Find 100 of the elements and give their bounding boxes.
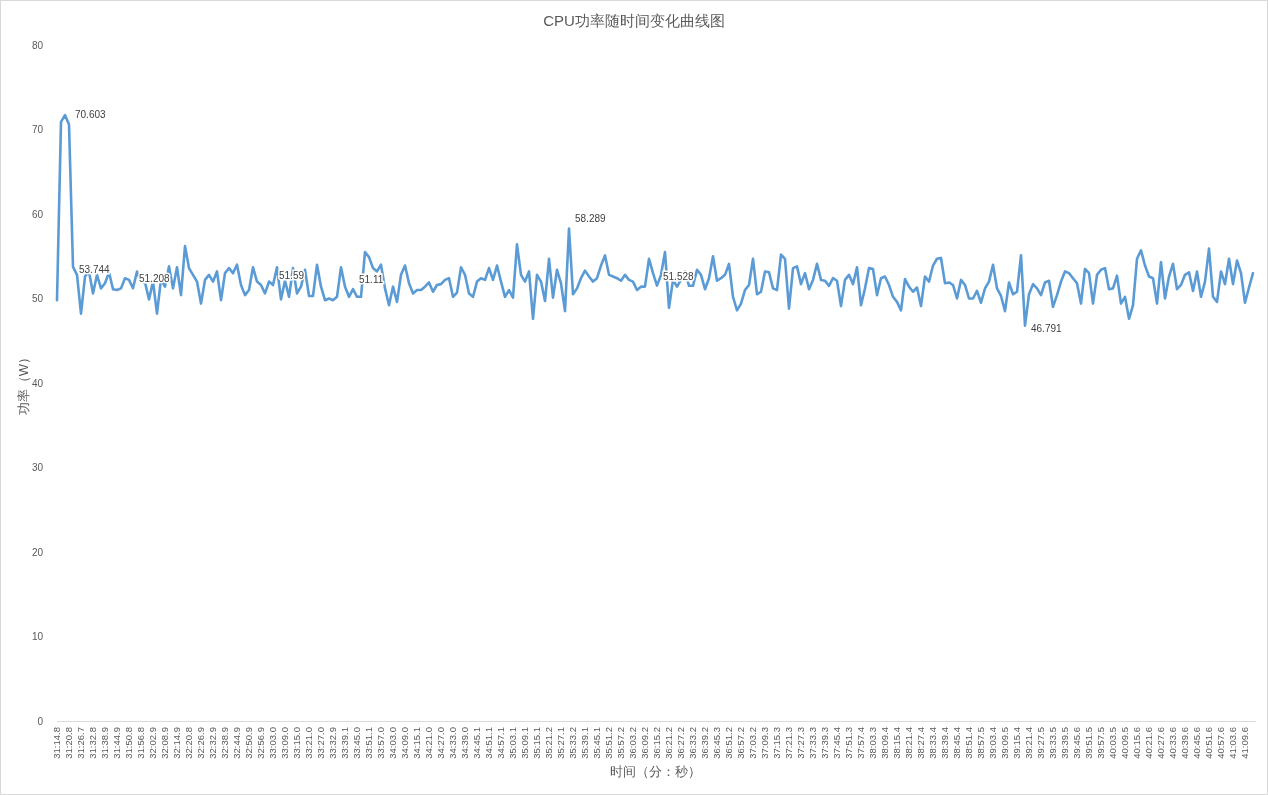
x-tick-label: 32:02.9 (147, 727, 159, 759)
data-label: 53.744 (79, 263, 111, 275)
x-tick-label: 31:20.8 (63, 727, 75, 759)
x-tick-label: 36:27.2 (675, 727, 687, 759)
x-tick-label: 36:21.2 (663, 727, 675, 759)
x-tick-label: 38:27.4 (915, 727, 927, 759)
x-tick-label: 32:50.9 (243, 727, 255, 759)
x-tick-label: 35:45.1 (591, 727, 603, 759)
x-tick-label: 38:57.5 (975, 727, 987, 759)
x-tick-label: 35:39.1 (579, 727, 591, 759)
y-tick-label: 80 (31, 39, 44, 51)
x-tick-label: 33:51.1 (363, 727, 375, 759)
x-tick-label: 38:21.4 (903, 727, 915, 759)
x-tick-label: 32:20.8 (183, 727, 195, 759)
x-tick-label: 36:57.2 (735, 727, 747, 759)
x-axis-title: 时间（分：秒） (609, 764, 701, 779)
x-tick-label: 40:15.6 (1131, 727, 1143, 759)
x-tick-label: 33:09.0 (279, 727, 291, 759)
x-tick-label: 40:45.6 (1191, 727, 1203, 759)
x-tick-label: 31:56.8 (135, 727, 147, 759)
x-tick-label: 41:09.6 (1239, 727, 1251, 759)
x-tick-label: 33:57.0 (375, 727, 387, 759)
x-tick-label: 33:21.0 (303, 727, 315, 759)
x-tick-label: 37:51.3 (843, 727, 855, 759)
x-tick-label: 36:15.2 (651, 727, 663, 759)
y-tick-label: 30 (31, 462, 44, 473)
x-tick-label: 39:27.5 (1035, 727, 1047, 759)
x-tick-label: 38:03.3 (867, 727, 879, 759)
x-tick-label: 35:03.1 (507, 727, 519, 759)
x-tick-label: 39:45.6 (1071, 727, 1083, 759)
y-tick-label: 20 (31, 546, 44, 558)
x-tick-label: 32:26.9 (195, 727, 207, 759)
y-tick-label: 70 (31, 124, 44, 135)
x-tick-label: 33:39.1 (339, 727, 351, 759)
data-label: 58.289 (575, 213, 607, 225)
x-tick-label: 34:09.0 (399, 727, 411, 759)
y-tick-label: 0 (37, 715, 44, 727)
x-tick-label: 34:33.0 (447, 727, 459, 759)
x-tick-label: 33:32.9 (327, 727, 339, 759)
x-tick-label: 39:33.5 (1047, 727, 1059, 759)
x-tick-label: 35:57.2 (615, 727, 627, 759)
x-tick-label: 38:15.4 (891, 727, 903, 759)
x-tick-label: 34:51.1 (483, 727, 495, 759)
y-tick-label: 40 (31, 377, 44, 389)
x-tick-label: 34:57.1 (495, 727, 507, 759)
x-tick-label: 32:08.9 (159, 727, 171, 759)
x-tick-label: 36:39.2 (699, 727, 711, 759)
x-tick-label: 34:21.0 (423, 727, 435, 759)
x-tick-label: 39:09.5 (999, 727, 1011, 759)
x-tick-label: 40:39.6 (1179, 727, 1191, 759)
x-tick-label: 32:44.9 (231, 727, 243, 759)
x-tick-label: 37:33.3 (807, 727, 819, 759)
x-tick-label: 32:32.9 (207, 727, 219, 759)
x-tick-label: 38:09.4 (879, 727, 891, 759)
x-tick-label: 37:21.3 (783, 727, 795, 759)
x-tick-label: 36:09.2 (639, 727, 651, 759)
x-tick-label: 32:38.9 (219, 727, 231, 759)
x-tick-label: 39:15.4 (1011, 727, 1023, 759)
x-tick-label: 40:09.5 (1119, 727, 1131, 759)
x-tick-label: 39:39.5 (1059, 727, 1071, 759)
x-tick-label: 37:15.3 (771, 727, 783, 759)
x-tick-label: 31:38.9 (99, 727, 111, 759)
x-tick-label: 40:57.6 (1215, 727, 1227, 759)
x-tick-label: 33:45.0 (351, 727, 363, 759)
x-tick-label: 34:39.0 (459, 727, 471, 759)
x-tick-label: 40:33.6 (1167, 727, 1179, 759)
x-tick-label: 40:03.5 (1107, 727, 1119, 759)
x-tick-label: 31:44.9 (111, 727, 123, 759)
x-tick-label: 37:09.3 (759, 727, 771, 759)
x-tick-label: 31:26.7 (75, 727, 87, 759)
x-tick-label: 33:15.0 (291, 727, 303, 759)
x-tick-label: 32:14.9 (171, 727, 183, 759)
data-label: 46.791 (1031, 322, 1063, 334)
x-tick-label: 37:39.3 (819, 727, 831, 759)
x-tick-label: 40:51.6 (1203, 727, 1215, 759)
x-tick-label: 31:50.8 (123, 727, 135, 759)
x-tick-label: 31:14.8 (51, 727, 63, 759)
x-tick-label: 35:27.1 (555, 727, 567, 759)
x-tick-label: 38:45.4 (951, 727, 963, 759)
x-tick-label: 37:57.4 (855, 727, 867, 759)
x-tick-label: 36:03.2 (627, 727, 639, 759)
x-tick-label: 36:33.2 (687, 727, 699, 759)
y-tick-label: 60 (31, 208, 44, 220)
x-tick-label: 39:21.4 (1023, 727, 1035, 759)
x-tick-label: 35:21.2 (543, 727, 555, 759)
x-tick-label: 37:03.2 (747, 727, 759, 759)
x-tick-label: 39:57.5 (1095, 727, 1107, 759)
x-tick-label: 39:03.4 (987, 727, 999, 759)
x-tick-label: 34:03.0 (387, 727, 399, 759)
x-tick-label: 36:51.2 (723, 727, 735, 759)
x-tick-label: 38:33.4 (927, 727, 939, 759)
x-tick-label: 35:15.1 (531, 727, 543, 759)
x-tick-label: 40:27.6 (1155, 727, 1167, 759)
x-tick-label: 37:45.4 (831, 727, 843, 759)
x-tick-label: 32:56.9 (255, 727, 267, 759)
x-tick-label: 35:51.2 (603, 727, 615, 759)
x-tick-label: 38:39.4 (939, 727, 951, 759)
x-tick-label: 40:21.6 (1143, 727, 1155, 759)
x-tick-label: 33:27.0 (315, 727, 327, 759)
chart-title: CPU功率随时间变化曲线图 (543, 12, 725, 29)
